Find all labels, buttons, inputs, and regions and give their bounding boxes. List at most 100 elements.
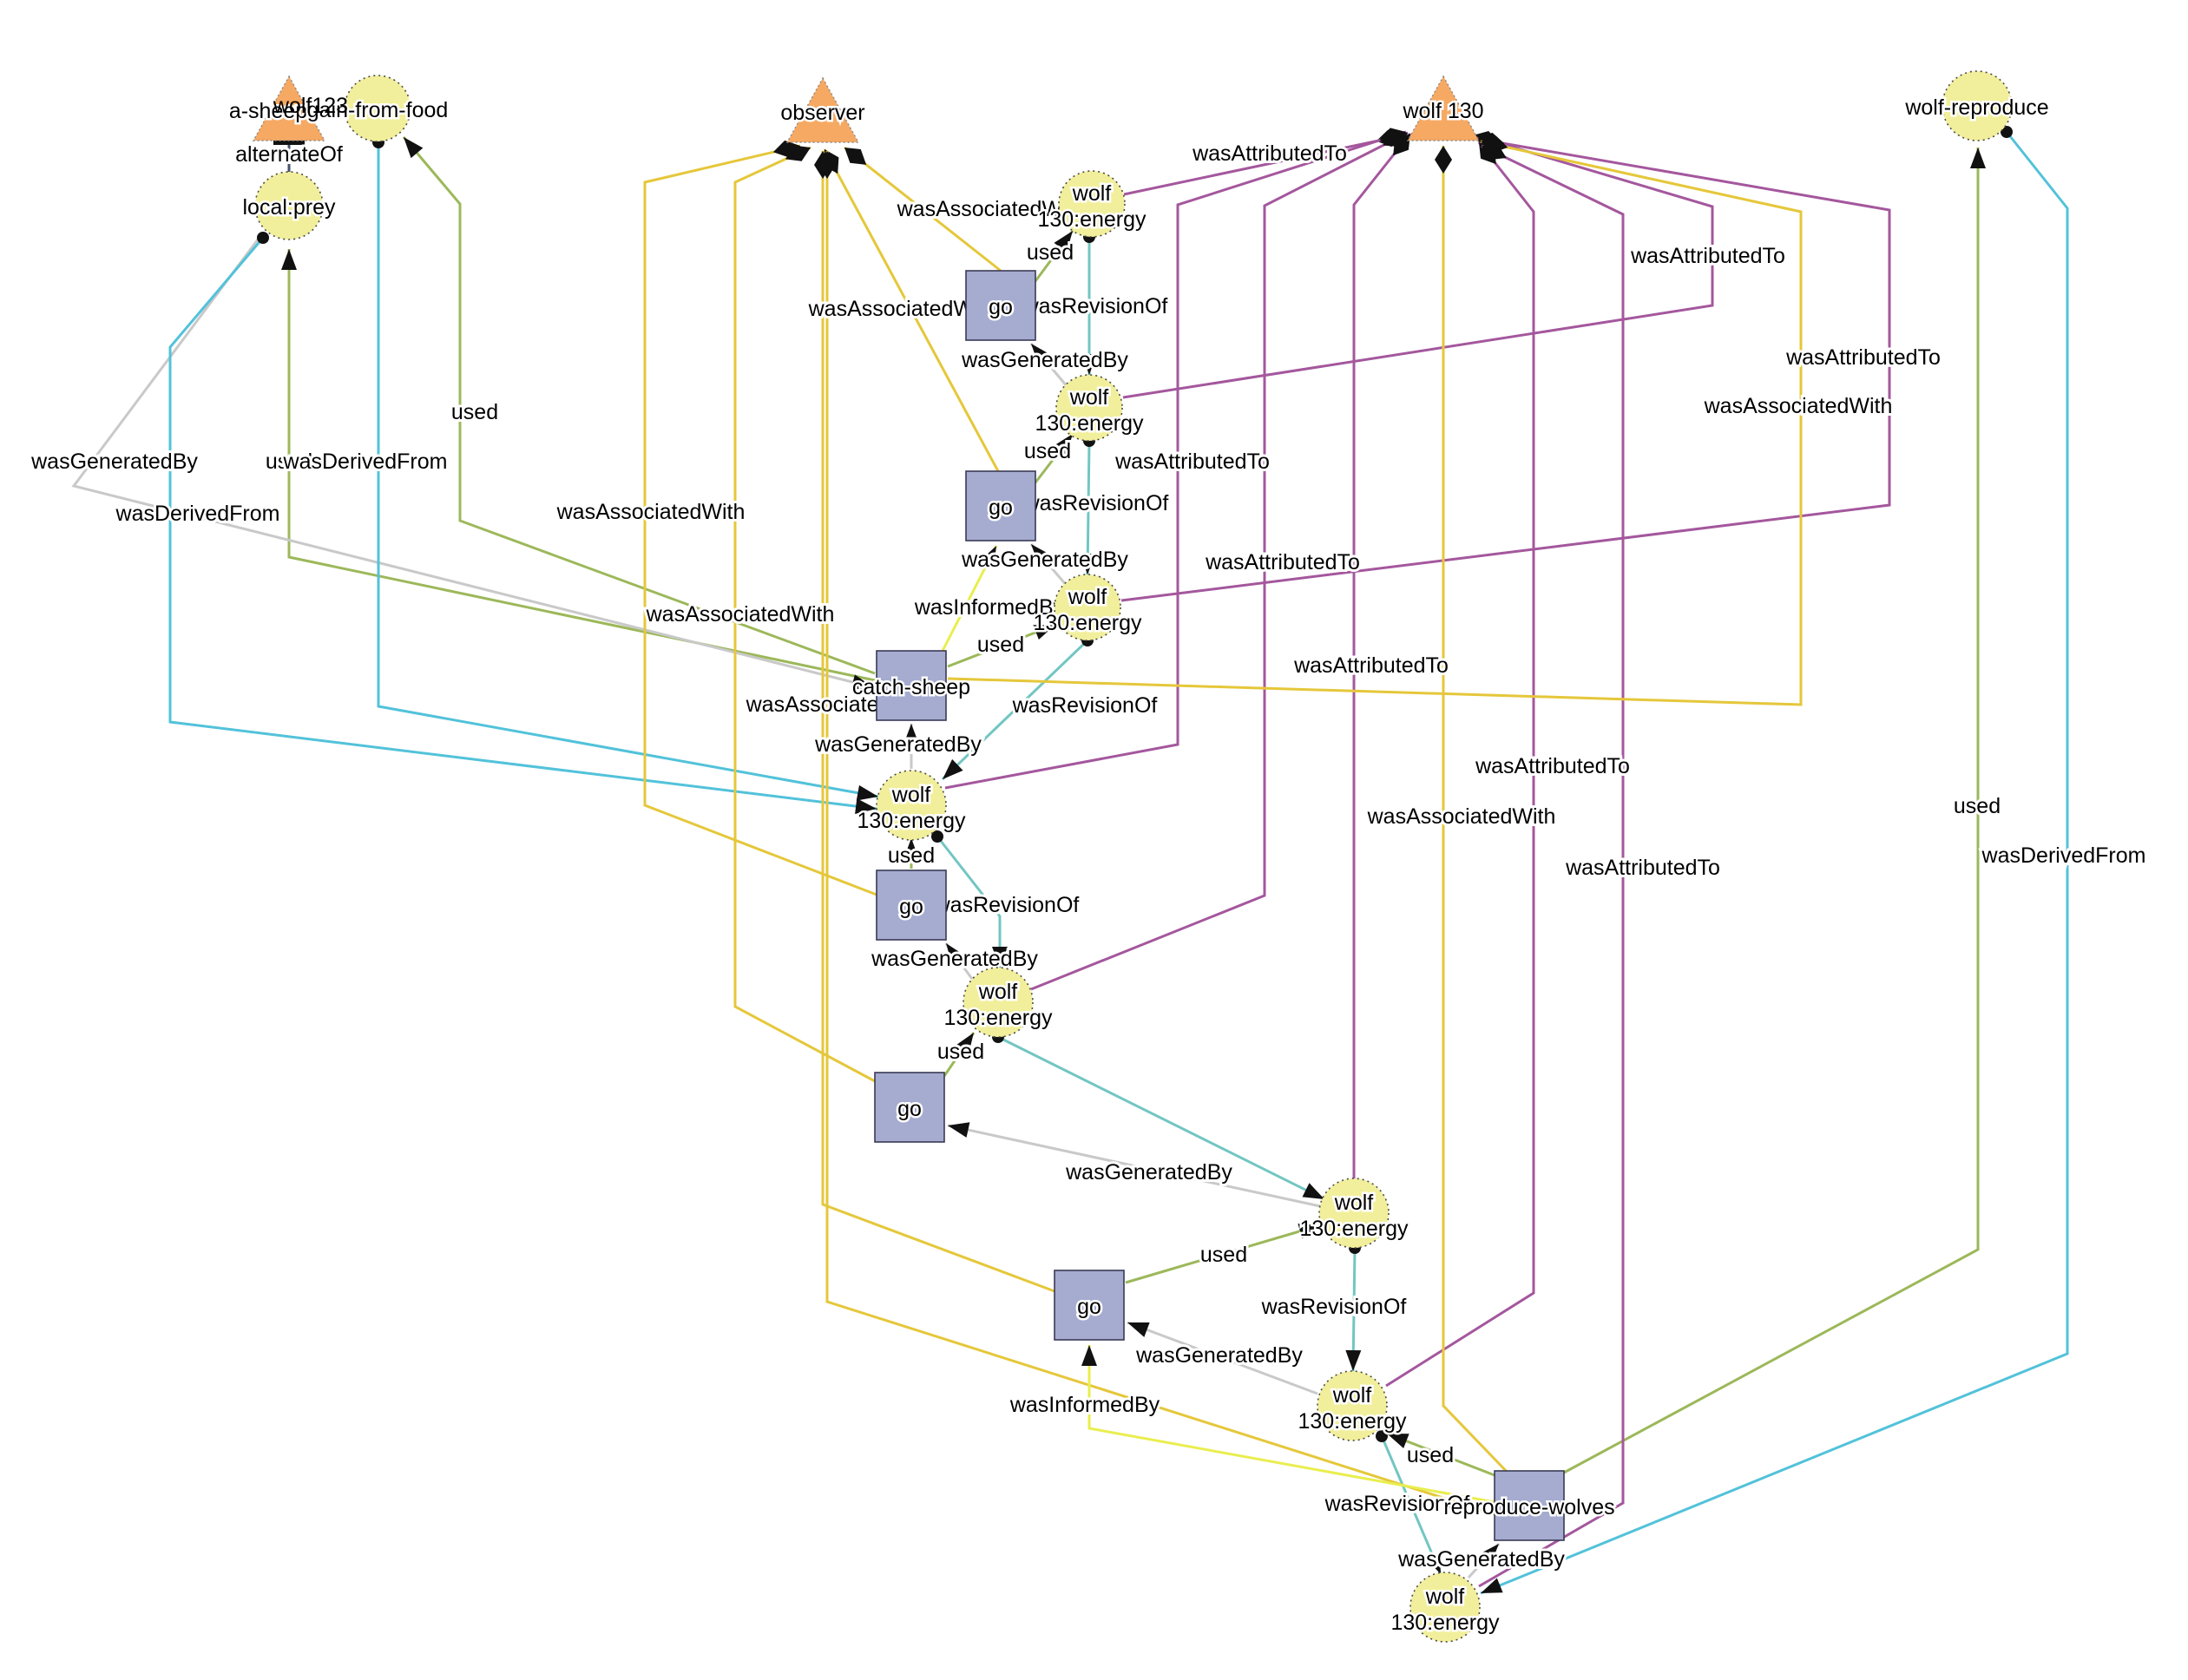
edge-label-wasRevisionOf: wasRevisionOf	[934, 893, 1080, 917]
entity-circle-icon[interactable]	[254, 171, 324, 240]
edge-used	[1031, 230, 1074, 285]
arrowhead-icon	[1081, 354, 1097, 375]
entity-circle-icon[interactable]	[344, 75, 411, 142]
edge-label-wasGeneratedBy: wasGeneratedBy	[1135, 1343, 1303, 1368]
edge-wasGeneratedBy	[1029, 543, 1069, 587]
node-label: wolf 130:energy	[943, 980, 1053, 1030]
node-entity-wolf-energy-4[interactable]: wolf 130:energy	[855, 770, 969, 841]
node-agent-wolf-130[interactable]: wolf 130	[1400, 75, 1486, 141]
diamond-arrowhead-icon	[772, 140, 800, 158]
arrowhead-icon	[856, 784, 878, 801]
node-entity-wolf-energy-8[interactable]: wolf 130:energy	[1389, 1572, 1502, 1643]
edge-wasAttributedTo	[1120, 132, 1891, 602]
arrowhead-icon	[1031, 544, 1051, 566]
edge-used	[1386, 1432, 1495, 1477]
arrowhead-icon	[948, 1122, 970, 1138]
entity-circle-icon[interactable]	[963, 967, 1034, 1038]
entity-circle-icon[interactable]	[1409, 1572, 1481, 1643]
node-entity-wolf-energy-1[interactable]: wolf 130:energy	[1035, 170, 1149, 238]
edge-wasAttributedTo	[1352, 133, 1412, 1178]
edge-label-wasGeneratedBy: wasGeneratedBy	[814, 732, 982, 757]
agent-triangle-icon[interactable]	[252, 75, 326, 141]
node-entity-local-prey[interactable]: local:prey	[240, 171, 338, 240]
edge-label-wasGeneratedBy: wasGeneratedBy	[1065, 1160, 1232, 1185]
edge-label-used: used	[937, 1040, 984, 1064]
edge-label-wasRevisionOf: wasRevisionOf	[1022, 294, 1168, 318]
node-entity-wolf-energy-7[interactable]: wolf 130:energy	[1296, 1370, 1409, 1441]
edge-wasAssociatedWith	[1435, 146, 1512, 1477]
node-agent-observer[interactable]: observer	[779, 76, 867, 143]
node-label: go	[899, 895, 923, 919]
activity-square-icon[interactable]	[876, 650, 947, 721]
edge-source-dot	[1376, 1430, 1388, 1442]
node-label: observer	[780, 101, 864, 125]
edge-wasAssociatedWith	[733, 145, 877, 1084]
agent-triangle-icon[interactable]	[1406, 75, 1481, 141]
edge-used	[1031, 433, 1074, 487]
node-activity-go-5[interactable]: go	[1054, 1270, 1125, 1341]
edge-wasGeneratedBy	[1467, 1542, 1501, 1579]
edge-label-wasRevisionOf: wasRevisionOf	[1012, 693, 1158, 718]
edge-wasGeneratedBy	[903, 724, 919, 769]
activity-square-icon[interactable]	[874, 1072, 945, 1143]
arrowhead-icon	[1302, 1183, 1324, 1199]
arrowhead-icon	[281, 249, 297, 270]
node-entity-wolf-energy-6[interactable]: wolf 130:energy	[1298, 1178, 1411, 1249]
edge-label-wasGeneratedBy: wasGeneratedBy	[1397, 1547, 1565, 1572]
node-label: catch-sheep	[852, 675, 970, 699]
arrowhead-icon	[404, 137, 424, 159]
node-label: wolf 130:energy	[1033, 585, 1142, 635]
edge-label-used: used	[977, 633, 1024, 657]
edge-label-wasAssociatedWith: wasAssociatedWith	[556, 500, 746, 524]
edge-wasDerivedFrom	[168, 232, 877, 815]
arrowhead-icon	[1081, 1345, 1097, 1366]
node-activity-catch-sheep[interactable]: catch-sheep	[850, 650, 973, 721]
entity-circle-icon[interactable]	[1058, 170, 1126, 238]
entity-circle-icon[interactable]	[876, 770, 947, 841]
entity-circle-icon[interactable]	[1318, 1178, 1390, 1249]
arrowhead-icon	[1481, 1578, 1503, 1593]
activity-square-icon[interactable]	[965, 470, 1036, 541]
node-activity-go-4[interactable]: go	[874, 1072, 945, 1143]
activity-square-icon[interactable]	[1494, 1470, 1565, 1541]
node-activity-go-3[interactable]: go	[876, 870, 947, 941]
diamond-arrowhead-icon	[1435, 146, 1452, 174]
entity-circle-icon[interactable]	[1055, 374, 1123, 442]
edge-label-used: used	[1024, 439, 1071, 463]
node-activity-go-2[interactable]: go	[965, 470, 1036, 541]
node-entity-wolf-energy-2[interactable]: wolf 130:energy	[1033, 374, 1147, 442]
node-label: a-sheep	[229, 99, 307, 123]
edge-label-wasAttributedTo: wasAttributedTo	[1785, 345, 1941, 370]
entity-circle-icon[interactable]	[1942, 70, 2013, 141]
arrowhead-icon	[851, 674, 873, 690]
activity-square-icon[interactable]	[965, 270, 1036, 341]
edge-label-wasAttributedTo: wasAttributedTo	[1475, 754, 1630, 778]
agent-triangle-icon[interactable]	[785, 76, 860, 143]
activity-square-icon[interactable]	[1054, 1270, 1125, 1341]
edge-wasDerivedFrom	[1480, 126, 2069, 1595]
node-entity-gain-from-food[interactable]: gain-from-food	[305, 75, 450, 142]
arrowhead-icon	[980, 546, 996, 568]
activity-square-icon[interactable]	[876, 870, 947, 941]
edge-wasAssociatedWith	[844, 146, 1002, 272]
node-label: wolf-reproduce	[1904, 95, 2048, 120]
node-label: wolf 130:energy	[1390, 1585, 1500, 1635]
edge-label-used: used	[1407, 1443, 1454, 1467]
node-entity-wolf-reproduce[interactable]: wolf-reproduce	[1902, 70, 2051, 141]
edge-wasGeneratedBy	[947, 1122, 1321, 1208]
node-activity-reproduce-wolves[interactable]: reproduce-wolves	[1442, 1470, 1617, 1541]
edge-wasRevisionOf	[1376, 1430, 1442, 1575]
node-entity-wolf-energy-5[interactable]: wolf 130:energy	[942, 967, 1055, 1038]
edge-used	[402, 136, 876, 675]
edge-used	[1563, 148, 1986, 1474]
edge-label-wasInformedBy: wasInformedBy	[1009, 1393, 1160, 1417]
node-activity-go-1[interactable]: go	[965, 270, 1036, 341]
edge-wasInformedBy	[1081, 1345, 1495, 1504]
node-agent-a-sheep[interactable]: a-sheep	[227, 75, 326, 141]
edge-label-wasAssociatedWith: wasAssociatedWith	[897, 197, 1086, 221]
node-entity-wolf-energy-3[interactable]: wolf 130:energy	[1031, 574, 1145, 641]
edge-label-wasGeneratedBy: wasGeneratedBy	[30, 450, 198, 474]
entity-circle-icon[interactable]	[1317, 1370, 1388, 1441]
edge-label-used: used	[1027, 240, 1074, 265]
entity-circle-icon[interactable]	[1054, 574, 1121, 641]
